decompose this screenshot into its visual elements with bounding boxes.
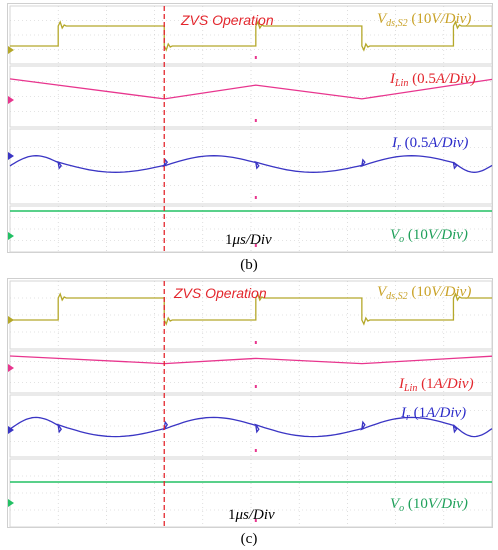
channel-marker-icon (8, 316, 14, 324)
channel-marker-icon (8, 46, 14, 54)
oscilloscope-plot-b (8, 5, 493, 253)
zvs-annotation-b: ZVS Operation (181, 12, 274, 28)
channel-marker-icon (8, 152, 14, 160)
ilin-trace (9, 355, 493, 365)
trigger-tick (254, 341, 257, 344)
ir-trace (9, 155, 493, 173)
vds-trace (10, 292, 492, 326)
oscilloscope-panel-c: ZVS Operation Vds,S2 (10V/Div) ILin (1A/… (7, 278, 493, 528)
legend-vds-c: Vds,S2 (10V/Div) (377, 284, 472, 302)
channel-marker-icon (8, 364, 14, 372)
zvs-annotation-c: ZVS Operation (174, 285, 267, 301)
channel-marker-icon (8, 499, 14, 507)
time-scale-c: 1μs/Div (228, 507, 275, 523)
trigger-tick (254, 196, 257, 199)
channel-marker-icon (8, 96, 14, 104)
trigger-tick (254, 119, 257, 122)
channel-marker-icon (8, 426, 14, 434)
caption-c: (c) (240, 531, 258, 547)
legend-ilin-b: ILin (0.5A/Div) (390, 71, 476, 89)
channel-marker-icon (8, 232, 14, 240)
trigger-tick (254, 56, 257, 59)
legend-ilin-c: ILin (1A/Div) (399, 376, 474, 394)
ir-trace (9, 416, 493, 438)
trigger-tick (254, 449, 257, 452)
trigger-tick (254, 519, 257, 522)
legend-vo-b: Vo (10V/Div) (390, 227, 468, 245)
trigger-tick (254, 385, 257, 388)
legend-ir-c: Ir (1A/Div) (401, 405, 467, 423)
oscilloscope-panel-b: ZVS Operation Vds,S2 (10V/Div) ILin (0.5… (7, 3, 493, 253)
legend-vds-b: Vds,S2 (10V/Div) (377, 11, 472, 29)
caption-b: (b) (240, 257, 258, 273)
vds-trace (10, 20, 492, 52)
legend-ir-b: Ir (0.5A/Div) (392, 135, 469, 153)
oscilloscope-plot-c (8, 280, 493, 528)
time-scale-b: 1μs/Div (225, 232, 272, 248)
legend-vo-c: Vo (10V/Div) (390, 496, 468, 514)
trigger-tick (254, 244, 257, 247)
ilin-trace (9, 78, 493, 100)
